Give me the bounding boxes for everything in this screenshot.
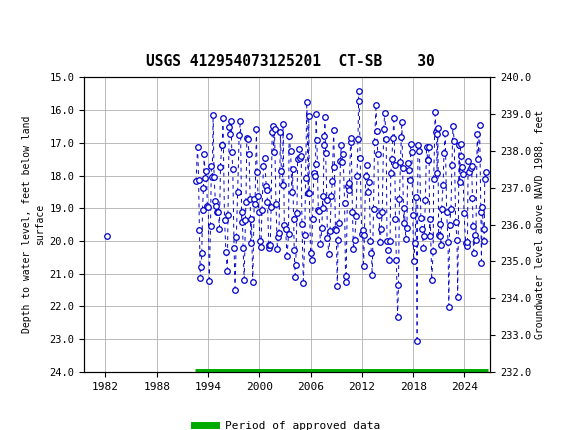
Y-axis label: Groundwater level above NAVD 1988, feet: Groundwater level above NAVD 1988, feet [535, 110, 545, 339]
Legend: Period of approved data: Period of approved data [190, 417, 385, 430]
Text: ≋USGS: ≋USGS [7, 6, 66, 26]
Y-axis label: Depth to water level, feet below land
surface: Depth to water level, feet below land su… [22, 116, 45, 333]
Text: USGS 412954073125201  CT-SB    30: USGS 412954073125201 CT-SB 30 [146, 54, 434, 69]
